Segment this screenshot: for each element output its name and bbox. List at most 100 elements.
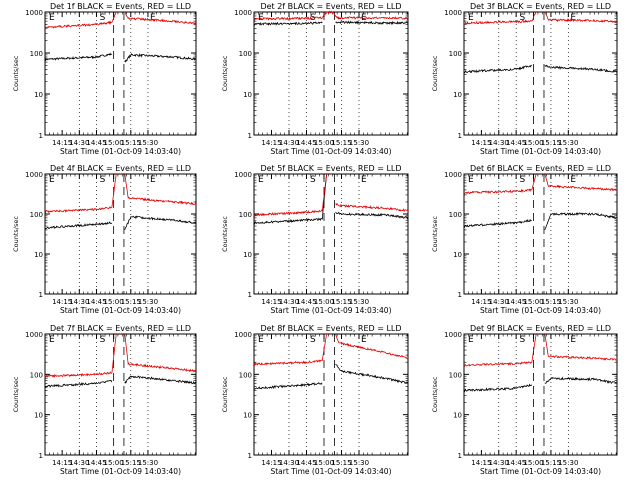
chart-title: Det 6f BLACK = Events, RED = LLD bbox=[470, 164, 611, 173]
y-axis-label: Counts/sec bbox=[221, 376, 229, 412]
x-tick-label: 15:30 bbox=[558, 459, 578, 467]
x-tick-label: 15:15 bbox=[121, 139, 141, 147]
series-events-line bbox=[44, 52, 197, 63]
x-tick-label: 14:45 bbox=[506, 459, 526, 467]
marker-label: E bbox=[361, 335, 367, 345]
x-tick-label: 14:45 bbox=[296, 139, 316, 147]
y-tick-label: 100 bbox=[239, 211, 252, 219]
marker-label: E bbox=[570, 335, 576, 345]
marker-label: S bbox=[100, 175, 106, 185]
y-axis-label: Counts/sec bbox=[12, 216, 20, 252]
marker-label: S bbox=[520, 175, 526, 185]
series-lld-line bbox=[463, 173, 618, 195]
plot-frame bbox=[463, 333, 618, 456]
plot-frame bbox=[44, 11, 197, 136]
y-tick-label: 1 bbox=[39, 291, 43, 299]
y-tick-label: 1000 bbox=[444, 331, 462, 339]
y-tick-label: 1 bbox=[458, 132, 462, 140]
y-tick-label: 10 bbox=[34, 412, 43, 420]
chart-panel-2: Det 2f BLACK = Events, RED = LLD 1 10 100 10… bbox=[221, 2, 409, 156]
y-axis-label: Counts/sec bbox=[431, 55, 439, 91]
x-tick-label: 15:15 bbox=[121, 459, 141, 467]
y-tick-label: 100 bbox=[30, 211, 43, 219]
y-tick-label: 10 bbox=[453, 412, 462, 420]
marker-label: E bbox=[570, 175, 576, 185]
series-lld-line bbox=[463, 333, 618, 367]
x-tick-label: 14:45 bbox=[296, 459, 316, 467]
x-tick-label: 14:15 bbox=[261, 459, 281, 467]
chart-panel-1: Det 1f BLACK = Events, RED = LLD 1 10 100 10… bbox=[12, 2, 197, 156]
x-tick-label: 15:30 bbox=[138, 459, 158, 467]
series-events-line bbox=[463, 64, 618, 74]
x-tick-label: 15:00 bbox=[523, 459, 543, 467]
chart-title: Det 1f BLACK = Events, RED = LLD bbox=[50, 2, 191, 11]
y-axis-label: Counts/sec bbox=[221, 216, 229, 252]
x-tick-label: 15:15 bbox=[541, 459, 561, 467]
y-tick-label: 10 bbox=[453, 91, 462, 99]
series-events-line bbox=[463, 212, 618, 231]
y-axis-label: Counts/sec bbox=[12, 55, 20, 91]
chart-title: Det 5f BLACK = Events, RED = LLD bbox=[260, 164, 401, 173]
y-tick-label: 1 bbox=[248, 452, 252, 460]
x-tick-label: 15:30 bbox=[558, 298, 578, 306]
y-tick-label: 100 bbox=[449, 50, 462, 58]
x-tick-label: 15:00 bbox=[523, 139, 543, 147]
x-tick-label: 15:15 bbox=[541, 139, 561, 147]
x-axis-label: Start Time (01-Oct-09 14:03:40) bbox=[480, 147, 601, 156]
y-tick-label: 1 bbox=[458, 452, 462, 460]
x-tick-label: 15:30 bbox=[349, 298, 369, 306]
x-tick-label: 15:15 bbox=[121, 298, 141, 306]
marker-label: E bbox=[361, 13, 367, 23]
chart-title: Det 7f BLACK = Events, RED = LLD bbox=[50, 324, 191, 333]
marker-label: S bbox=[520, 13, 526, 23]
y-tick-label: 1000 bbox=[25, 171, 43, 179]
x-tick-label: 14:30 bbox=[69, 459, 89, 467]
marker-label: S bbox=[520, 335, 526, 345]
y-axis-label: Counts/sec bbox=[431, 216, 439, 252]
y-axis-label: Counts/sec bbox=[12, 376, 20, 412]
x-tick-label: 14:45 bbox=[506, 139, 526, 147]
y-tick-label: 100 bbox=[239, 371, 252, 379]
x-tick-label: 14:15 bbox=[52, 298, 72, 306]
y-tick-label: 100 bbox=[30, 50, 43, 58]
x-tick-label: 15:00 bbox=[314, 139, 334, 147]
x-tick-label: 15:30 bbox=[138, 298, 158, 306]
chart-panel-9: Det 9f BLACK = Events, RED = LLD 1 10 100 10… bbox=[431, 324, 618, 476]
x-tick-label: 14:30 bbox=[69, 139, 89, 147]
marker-label: E bbox=[49, 335, 55, 345]
marker-label: S bbox=[100, 13, 106, 23]
x-axis-label: Start Time (01-Oct-09 14:03:40) bbox=[270, 467, 391, 476]
x-tick-label: 14:15 bbox=[52, 459, 72, 467]
x-tick-label: 14:30 bbox=[69, 298, 89, 306]
marker-label: E bbox=[49, 175, 55, 185]
x-axis-label: Start Time (01-Oct-09 14:03:40) bbox=[60, 147, 181, 156]
chart-panel-7: Det 7f BLACK = Events, RED = LLD 1 10 100 10… bbox=[12, 324, 197, 476]
x-tick-label: 14:30 bbox=[279, 298, 299, 306]
x-tick-label: 15:15 bbox=[331, 459, 351, 467]
x-axis-label: Start Time (01-Oct-09 14:03:40) bbox=[270, 306, 391, 315]
y-axis-label: Counts/sec bbox=[221, 55, 229, 91]
series-events-line bbox=[253, 20, 409, 26]
x-tick-label: 14:45 bbox=[86, 298, 106, 306]
y-tick-label: 10 bbox=[453, 251, 462, 259]
plot-frame bbox=[463, 173, 618, 295]
marker-label: S bbox=[100, 335, 106, 345]
marker-label: E bbox=[49, 13, 55, 23]
x-tick-label: 14:15 bbox=[261, 139, 281, 147]
x-tick-label: 15:00 bbox=[104, 139, 124, 147]
x-tick-label: 15:30 bbox=[138, 139, 158, 147]
marker-label: E bbox=[150, 13, 156, 23]
chart-panel-3: Det 3f BLACK = Events, RED = LLD 1 10 100 10… bbox=[431, 2, 618, 156]
marker-label: E bbox=[150, 335, 156, 345]
x-tick-label: 14:45 bbox=[86, 459, 106, 467]
x-tick-label: 15:00 bbox=[523, 298, 543, 306]
x-tick-label: 15:15 bbox=[541, 298, 561, 306]
x-tick-label: 14:30 bbox=[279, 139, 299, 147]
y-tick-label: 1000 bbox=[234, 9, 252, 17]
series-lld-line bbox=[253, 173, 409, 217]
marker-label: S bbox=[310, 175, 316, 185]
marker-label: E bbox=[361, 175, 367, 185]
y-tick-label: 100 bbox=[449, 371, 462, 379]
marker-label: E bbox=[468, 175, 474, 185]
